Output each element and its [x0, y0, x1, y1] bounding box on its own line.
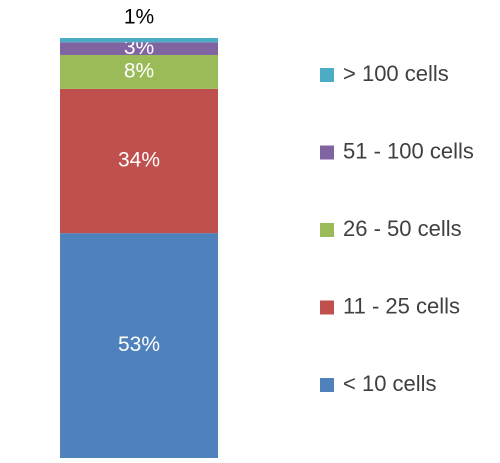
legend-label: 11 - 25 cells: [343, 293, 460, 318]
legend-swatch: [320, 223, 334, 237]
legend-swatch: [320, 145, 334, 160]
bar-segment: [60, 54, 218, 89]
data-label: 34%: [118, 149, 160, 172]
legend-swatch: [320, 68, 334, 82]
bar-segment: [60, 38, 218, 43]
bar-segment: [60, 233, 218, 458]
legend-swatch: [320, 300, 334, 315]
bar-segment: [60, 42, 218, 55]
legend-label: < 10 cells: [343, 371, 437, 396]
data-label: 53%: [118, 333, 160, 356]
data-label: 1%: [124, 6, 154, 29]
bar-segment: [60, 88, 218, 234]
legend-label: > 100 cells: [343, 61, 449, 86]
data-label: 8%: [124, 59, 154, 82]
legend-label: 51 - 100 cells: [343, 138, 474, 163]
legend-swatch: [320, 378, 334, 392]
legend-label: 26 - 50 cells: [343, 216, 462, 241]
